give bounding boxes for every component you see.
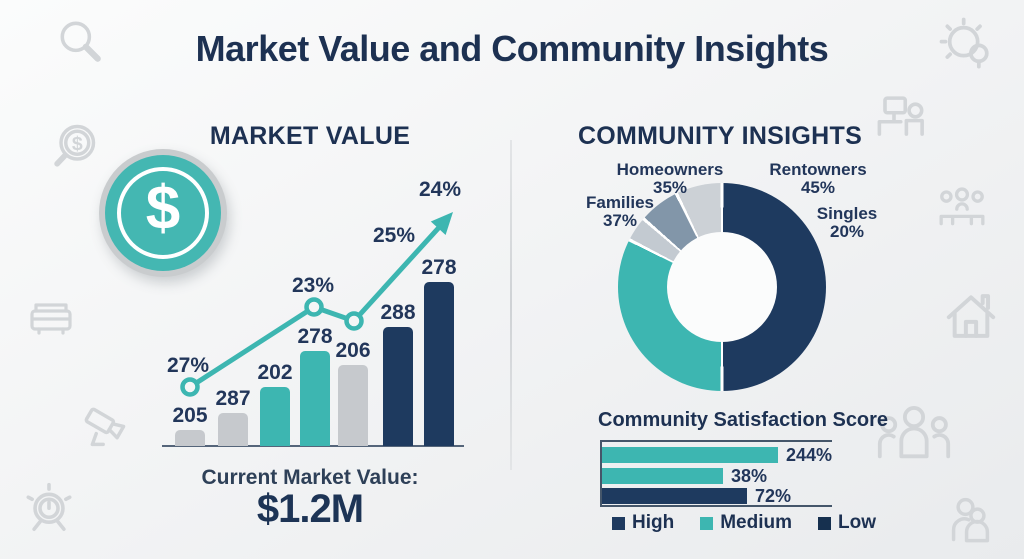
satisfaction-title: Community Satisfaction Score — [598, 409, 889, 431]
house-icon — [946, 294, 996, 338]
market-bar — [175, 430, 205, 446]
dollar-badge-inner-ring — [117, 167, 209, 259]
market-bar — [338, 365, 368, 446]
market-bar-value: 287 — [215, 387, 251, 410]
market-bar-value: 278 — [421, 256, 457, 279]
trend-percent-label: 27% — [166, 354, 210, 377]
sofa-icon — [30, 303, 72, 335]
callout-label: Rentowners — [769, 160, 867, 179]
couple-icon — [951, 497, 990, 543]
callout-homeowners: Homeowners 35% — [617, 161, 724, 197]
legend-label: High — [632, 512, 675, 533]
market-bar-value: 206 — [335, 339, 371, 362]
satisfaction-chart-top-border — [600, 440, 832, 442]
callout-label: Singles — [816, 204, 878, 223]
legend-swatch — [612, 516, 625, 530]
sun-icon — [939, 17, 989, 69]
desk-person-icon — [877, 96, 924, 136]
satisfaction-chart-bottom-border — [600, 505, 832, 507]
legend-item-low: Low — [818, 512, 876, 534]
meeting-icon — [939, 187, 985, 226]
callout-label: Families — [585, 193, 655, 212]
market-value-heading: MARKET VALUE — [209, 122, 411, 150]
satisfaction-bar-value: 72% — [755, 486, 792, 506]
callout-label: Homeowners — [616, 160, 724, 179]
trend-percent-label: 23% — [291, 274, 335, 297]
market-bar-value: 202 — [257, 361, 293, 384]
magnifier-icon — [60, 21, 101, 62]
callout-value: 37% — [602, 211, 638, 230]
page-title: Market Value and Community Insights — [195, 28, 829, 69]
satisfaction-legend: High Medium Low — [612, 512, 876, 534]
market-bar — [383, 327, 413, 446]
dollar-sign-icon: $ — [145, 173, 181, 243]
current-market-value: $1.2M — [256, 487, 364, 531]
satisfaction-chart-left-axis — [600, 440, 602, 507]
legend-label: Low — [838, 512, 876, 533]
callout-singles: Singles 20% — [817, 205, 877, 241]
market-bar — [424, 282, 454, 446]
satisfaction-bar-value: 244% — [786, 445, 833, 465]
coin-search-icon: $ — [54, 124, 96, 167]
market-bar — [260, 387, 290, 446]
satisfaction-bar — [602, 447, 778, 463]
donut-hole — [667, 232, 777, 342]
panel-divider — [510, 140, 512, 470]
satisfaction-bar-value: 38% — [731, 466, 768, 486]
callout-rentowners: Rentowners 45% — [769, 161, 866, 197]
satisfaction-bar — [602, 468, 723, 484]
callout-value: 45% — [800, 178, 836, 197]
legend-item-high: High — [612, 512, 674, 534]
market-bar — [218, 413, 248, 446]
callout-value: 20% — [829, 222, 865, 241]
market-chart-axis — [162, 445, 464, 447]
trend-percent-label: 24% — [418, 178, 462, 201]
market-bar-value: 205 — [172, 404, 208, 427]
cctv-icon — [84, 407, 126, 447]
trend-percent-label: 25% — [372, 224, 416, 247]
family-icon — [877, 406, 951, 459]
badge-clock-icon — [26, 482, 72, 531]
satisfaction-bar — [602, 488, 747, 504]
legend-swatch — [700, 516, 714, 530]
callout-value: 35% — [652, 178, 688, 197]
svg-text:$: $ — [72, 133, 83, 155]
callout-families: Families 37% — [586, 194, 654, 230]
legend-label: Medium — [720, 512, 792, 533]
market-bar-value: 288 — [380, 301, 416, 324]
legend-swatch — [818, 516, 831, 530]
community-insights-heading: COMMUNITY INSIGHTS — [577, 122, 863, 150]
legend-item-medium: Medium — [700, 512, 792, 534]
market-bar — [300, 351, 330, 446]
current-market-value-label: Current Market Value: — [201, 466, 419, 489]
